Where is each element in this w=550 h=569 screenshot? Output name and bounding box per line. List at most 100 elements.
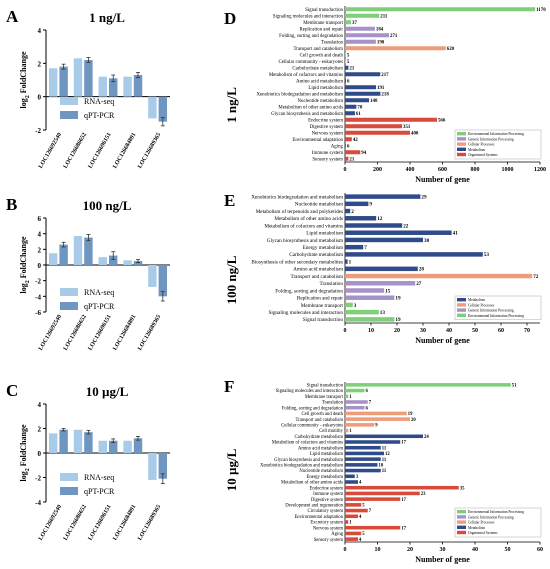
legend-label: Cellular Processes — [468, 143, 495, 147]
category-bar — [345, 252, 483, 257]
category-bar — [345, 39, 376, 44]
category-bar — [345, 451, 384, 456]
value-label: 3 — [356, 475, 359, 480]
category-bar — [345, 309, 379, 315]
x-category-label: LOC126686652 — [63, 504, 88, 542]
category-label: Xenobiotics biodegradation and metabolis… — [251, 194, 343, 200]
y-tick-label: -2 — [35, 475, 41, 483]
value-label: 7 — [369, 509, 372, 514]
value-label: 21 — [349, 66, 354, 71]
chart-panel-d: 0 200 400 600 800 1000 1200 Number of gene Signa… — [256, 6, 546, 184]
category-bar — [345, 317, 395, 322]
category-bar — [345, 201, 369, 207]
category-bar — [345, 156, 349, 161]
x-tick-label: 50 — [472, 328, 478, 334]
category-label: Metabolism of cofactors and vitamins — [264, 222, 343, 229]
x-tick-label: 0 — [344, 547, 347, 553]
bar-rnaseq — [73, 429, 83, 453]
legend-swatch — [60, 487, 78, 495]
legend-swatch — [457, 303, 466, 307]
category-bar — [345, 468, 381, 473]
bar-rnaseq — [123, 440, 132, 453]
category-label: Biosynthesis of other secondary metaboli… — [251, 258, 343, 265]
category-label: Lipid metabolism — [308, 86, 343, 91]
legend-swatch — [457, 142, 466, 146]
legend-label: Cellular Processes — [468, 303, 495, 307]
category-label: Translation — [320, 281, 344, 287]
category-label: Metabolism of cofactors and vitamins — [269, 73, 343, 78]
category-label: Immune system — [313, 492, 343, 497]
value-label: 271 — [390, 34, 398, 39]
y-tick-label: 0 — [38, 94, 42, 102]
x-axis-label: Number of gene — [415, 336, 470, 345]
category-label: Metabolism of other amino acids — [274, 215, 343, 222]
legend-swatch — [457, 313, 466, 317]
y-tick-label: 4 — [38, 401, 42, 409]
value-label: 51 — [512, 384, 517, 389]
category-bar — [345, 400, 368, 404]
panel-a-title: 1 ng/L — [89, 10, 125, 25]
category-bar — [345, 474, 355, 479]
bar-qpcr — [158, 265, 168, 297]
bar-rnaseq — [48, 433, 58, 453]
category-bar — [345, 405, 365, 410]
value-label: 351 — [403, 125, 411, 130]
value-label: 27 — [416, 281, 422, 287]
category-bar — [345, 7, 536, 12]
category-label: Development and regeneration — [285, 504, 343, 509]
category-bar — [345, 65, 349, 70]
value-label: 184 — [376, 27, 384, 32]
category-label: Digestive system — [309, 125, 343, 130]
legend-swatch — [60, 473, 78, 481]
value-label: 4 — [359, 481, 362, 486]
value-label: 41 — [453, 231, 459, 237]
legend-swatch — [457, 147, 466, 151]
legend-swatch — [457, 137, 466, 141]
category-label: Sensory system — [314, 538, 344, 543]
panel-e-side-label: 100 ng/L — [224, 255, 239, 304]
value-label: 3 — [354, 303, 357, 309]
value-label: 1 — [349, 429, 352, 434]
value-label: 620 — [447, 47, 455, 52]
value-label: 13 — [380, 310, 386, 316]
y-axis-label: log2 FoldChange — [19, 51, 31, 108]
category-bar — [345, 208, 351, 214]
category-bar — [345, 525, 401, 530]
category-label: Circulatory system — [307, 509, 343, 514]
x-category-label: LOC126686652 — [63, 314, 88, 352]
legend-swatch — [60, 288, 78, 296]
bar-rnaseq — [123, 260, 132, 265]
y-tick-label: 4 — [38, 231, 42, 239]
value-label: 23 — [421, 492, 426, 497]
panel-letter-f: F — [224, 377, 234, 396]
category-label: Metabolism of other amino acids — [278, 105, 343, 110]
x-category-label: LOC126689365 — [137, 504, 162, 542]
value-label: 5 — [362, 504, 365, 509]
value-label: 218 — [381, 92, 389, 97]
category-bar — [345, 91, 381, 96]
category-bar — [345, 85, 377, 90]
legend-label: Genetic Information Processing — [468, 309, 514, 313]
legend-label: Environmental Information Processing — [468, 314, 524, 318]
category-label: Lipid metabolism — [310, 452, 344, 457]
category-label: Excretory system — [310, 521, 343, 526]
category-bar — [345, 537, 358, 541]
category-bar — [345, 104, 357, 109]
category-bar — [345, 491, 420, 496]
category-bar — [345, 26, 375, 31]
category-bar — [345, 150, 361, 155]
x-tick-label: 60 — [498, 328, 504, 334]
x-tick-label: 10 — [375, 547, 381, 553]
value-label: 19 — [395, 296, 401, 302]
category-bar — [345, 72, 381, 77]
category-label: Amino acid metabolism — [298, 446, 343, 451]
value-label: 4 — [359, 538, 362, 543]
category-bar — [345, 117, 437, 122]
category-label: Metabolism of other amino acids — [281, 481, 343, 486]
chart-panel-e: 0 10 20 30 40 50 60 70 Number of gene Xenobiotics… — [251, 193, 542, 345]
category-bar — [345, 288, 384, 293]
y-tick-label: -6 — [35, 309, 41, 317]
category-bar — [345, 98, 370, 103]
